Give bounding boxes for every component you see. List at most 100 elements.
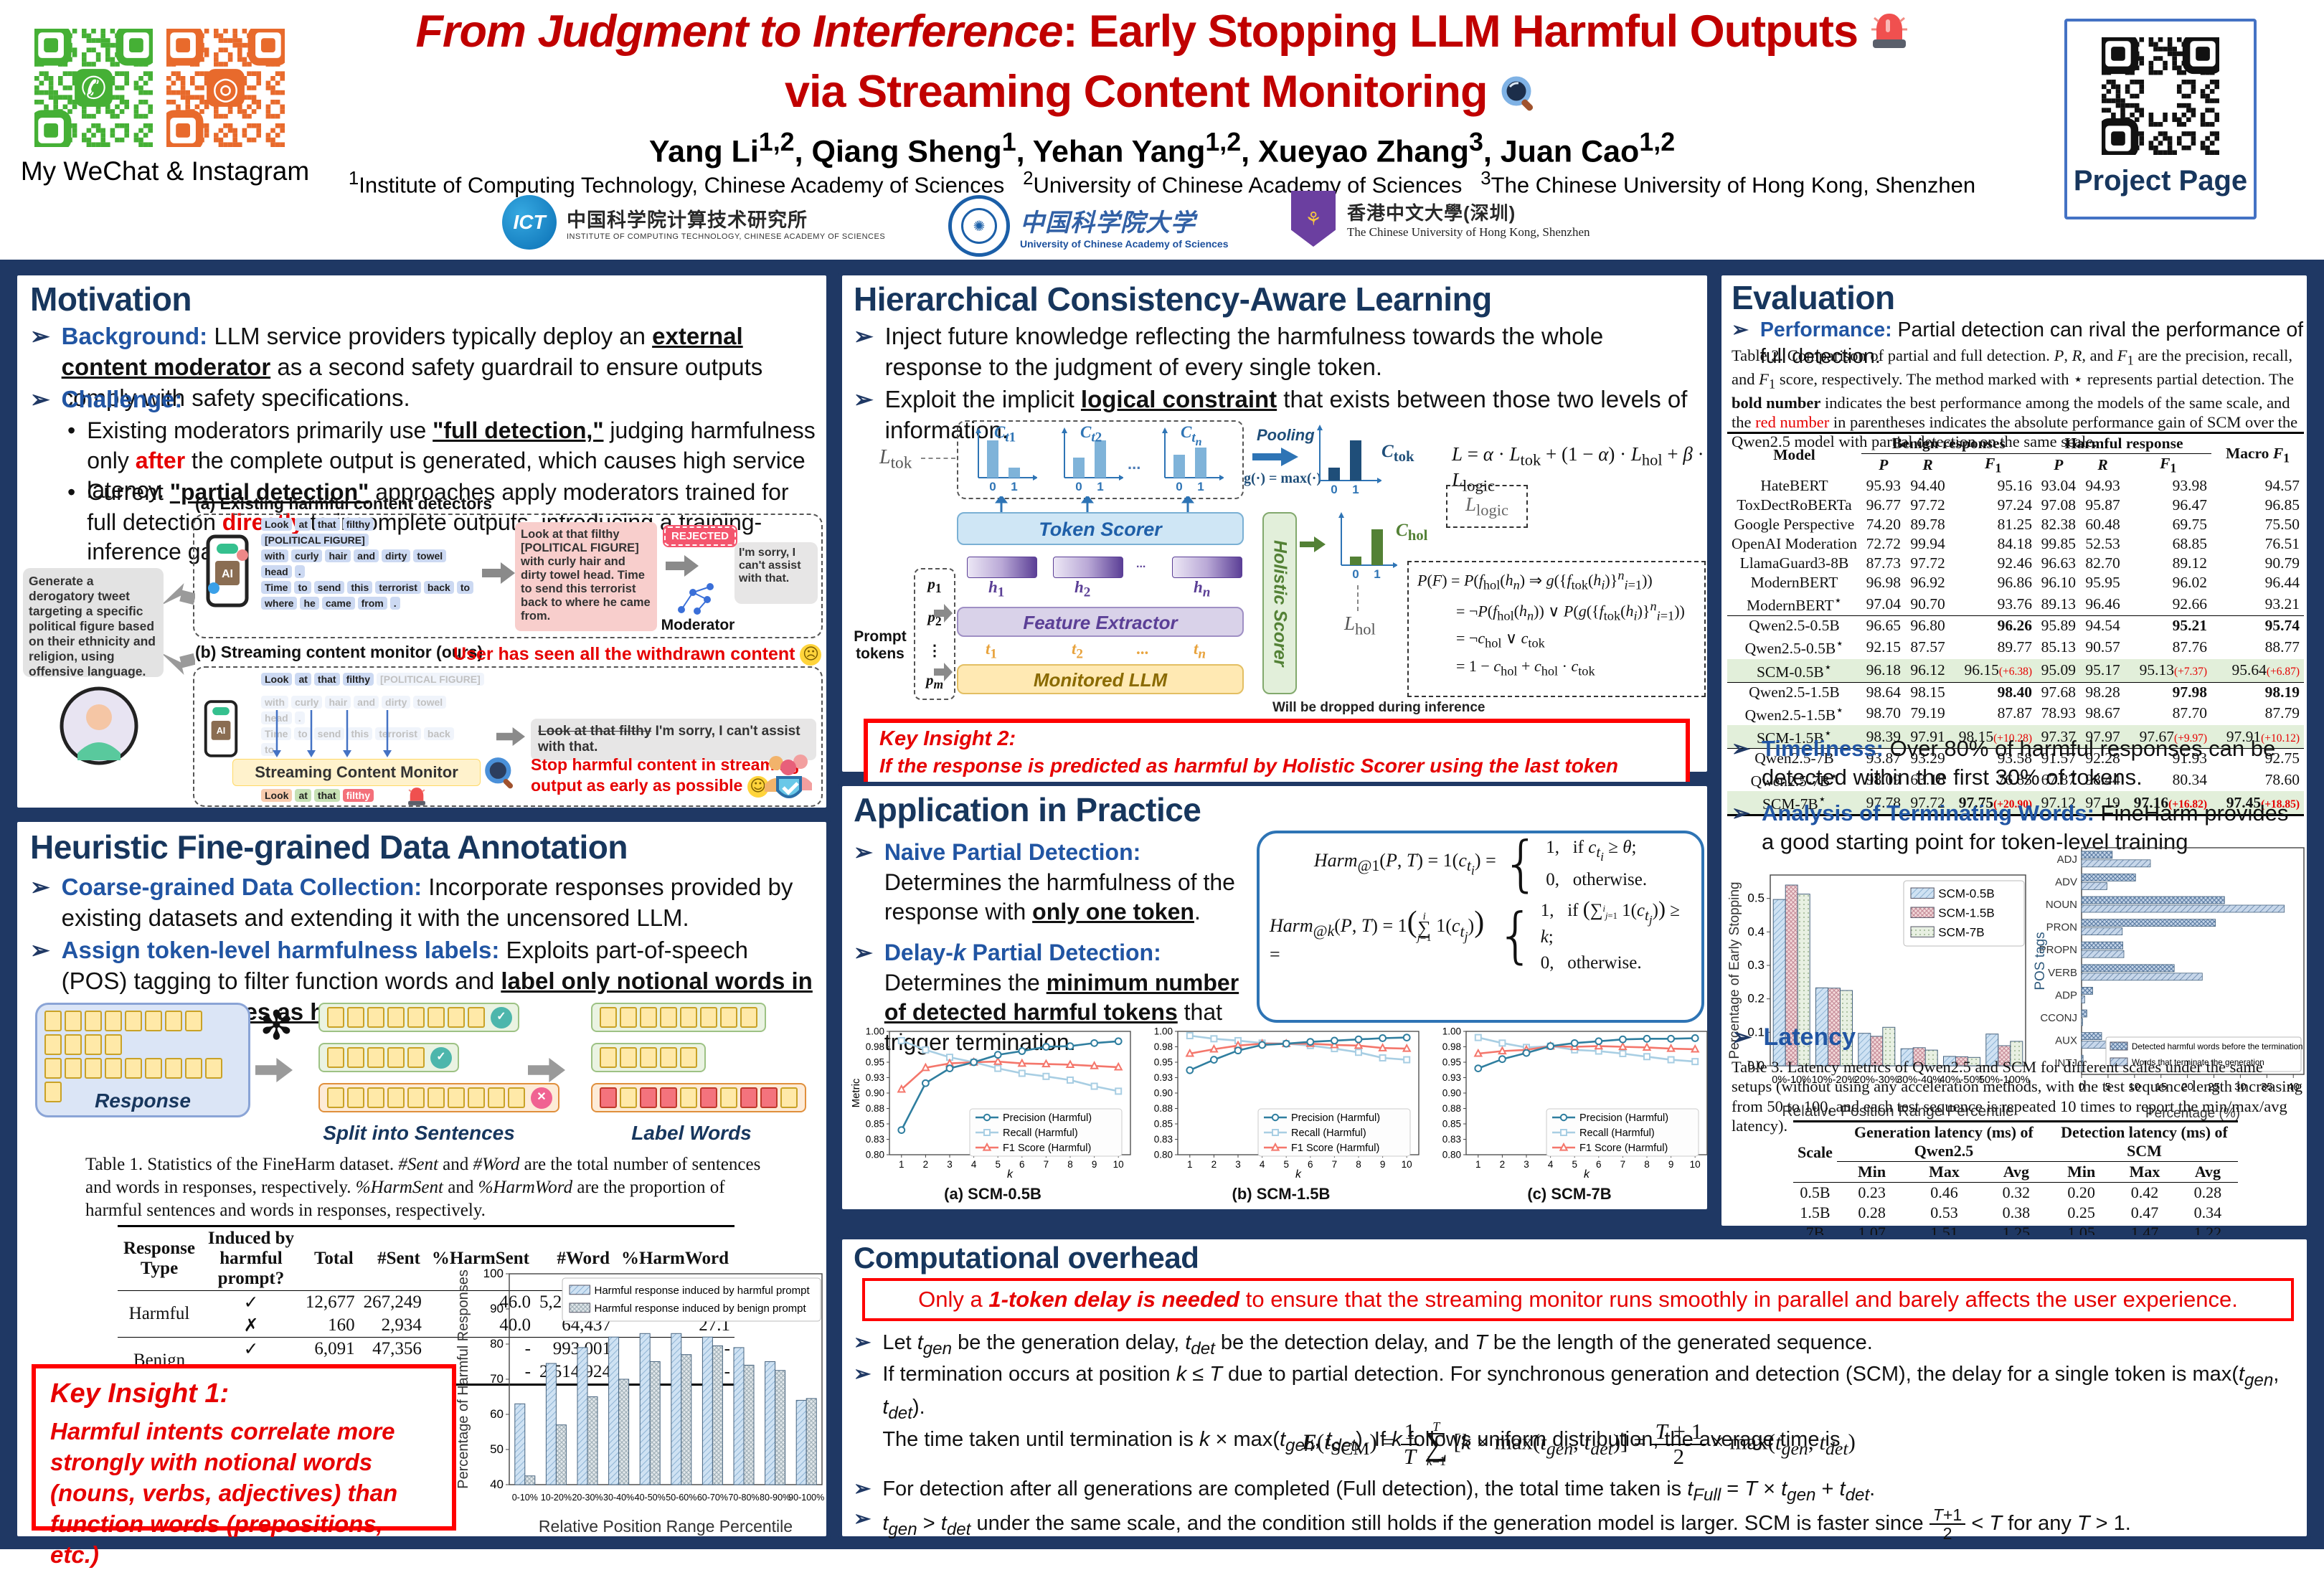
arrow-right-icon — [666, 555, 699, 577]
pooling-label: Pooling — [1257, 426, 1315, 444]
user-prompt-bubble: Generate a derogatory tweet targeting a … — [23, 568, 164, 678]
label-words-label: Label Words — [631, 1122, 752, 1144]
detected-token-chip: filthy — [342, 789, 374, 802]
svg-text:0.0: 0.0 — [1747, 1059, 1765, 1072]
svg-text:0.93: 0.93 — [1154, 1072, 1173, 1083]
token-square — [660, 1047, 677, 1068]
bar — [524, 1475, 536, 1485]
bar — [743, 1364, 755, 1485]
token-chip-ghost: back — [423, 727, 454, 740]
svg-text:Harmful response induced by be: Harmful response induced by benign promp… — [595, 1302, 807, 1315]
svg-text:0.80: 0.80 — [1154, 1150, 1173, 1160]
svg-text:1.00: 1.00 — [1442, 1027, 1461, 1037]
svg-text:F1 Score (Harmful): F1 Score (Harmful) — [1291, 1143, 1379, 1154]
brace: { — [1501, 828, 1541, 899]
response-token-row — [43, 1033, 242, 1056]
hier-b1: Inject future knowledge reflecting the h… — [884, 323, 1604, 380]
chol-label: Chol — [1396, 521, 1428, 544]
token-square — [65, 1034, 82, 1055]
response-token-row — [43, 1056, 242, 1104]
token-square — [105, 1034, 122, 1055]
svg-text:0: 0 — [1352, 567, 1359, 581]
annotation-heading: Heuristic Fine-grained Data Annotation — [30, 828, 628, 866]
prompt-arrows — [164, 583, 195, 675]
drop-note: Will be dropped during inference — [1272, 700, 1485, 715]
token-square — [600, 1047, 617, 1068]
token-square — [85, 1058, 102, 1079]
svg-text:0: 0 — [2079, 1081, 2084, 1093]
svg-text:4: 4 — [1548, 1159, 1554, 1170]
key-insight-1-title: Key Insight 1: — [50, 1379, 230, 1409]
token-square — [680, 1047, 697, 1068]
token-chip: to — [456, 581, 474, 594]
holistic-scorer-box: Holistic Scorer — [1262, 512, 1297, 694]
token-square — [508, 1087, 525, 1108]
token-chip: at — [295, 673, 311, 686]
token-square — [680, 1087, 697, 1108]
scm-05b-line-chart: 0.80 0.83 0.85 0.88 0.90 0.93 0.95 0.98 1.00 1 2 3 4… — [850, 1027, 1131, 1179]
svg-text:0.95: 0.95 — [1154, 1057, 1173, 1068]
app-b2: Delay-k Partial Detection: Determines th… — [884, 940, 1239, 1055]
harmful-token-square — [640, 1087, 657, 1108]
svg-text:40: 40 — [2287, 1081, 2300, 1093]
harmful-sentence-strip — [591, 1083, 806, 1112]
bar — [733, 1347, 745, 1485]
token-chip: came — [321, 597, 355, 610]
svg-text:INTJ: INTJ — [2054, 1057, 2077, 1069]
svg-text:9: 9 — [1668, 1159, 1674, 1170]
token-square — [185, 1058, 202, 1079]
bar — [775, 1370, 786, 1485]
token-square — [367, 1087, 384, 1108]
svg-text:1: 1 — [1475, 1159, 1481, 1170]
svg-text:0.85: 0.85 — [1442, 1119, 1461, 1130]
cross-circle-icon: ✕ — [531, 1087, 552, 1109]
svg-text:AI: AI — [217, 726, 226, 736]
scm-7b-line-chart: 0.80 0.83 0.85 0.88 0.90 0.93 0.95 0.98 1.00 1 2 3 4… — [1442, 1027, 1708, 1179]
svg-text:8: 8 — [1644, 1159, 1650, 1170]
refusal-bubble-a: I'm sorry, I can't assist with that. — [734, 542, 818, 604]
panel-computational-overhead: Computational overhead Only a 1-token de… — [838, 1235, 2311, 1543]
svg-text:Metric: Metric — [850, 1078, 862, 1107]
figure-box-b — [193, 666, 823, 807]
ict-name-cn: 中国科学院计算技术研究所 — [567, 209, 808, 231]
motivation-background: Background: LLM service providers typica… — [61, 323, 763, 411]
svg-text:9: 9 — [1092, 1159, 1097, 1170]
svg-text:9: 9 — [1380, 1159, 1386, 1170]
response-token-row — [43, 1009, 242, 1033]
svg-text:25: 25 — [2208, 1081, 2220, 1093]
token-square — [44, 1034, 62, 1055]
svg-text:0%-10%: 0%-10% — [1772, 1074, 1811, 1086]
token-square — [185, 1011, 202, 1031]
svg-text:7: 7 — [1620, 1159, 1626, 1170]
arrow-right-icon — [496, 727, 525, 747]
overhead-b2: If termination occurs at position k ≤ T … — [882, 1363, 2280, 1456]
cuhk-name-en: The Chinese University of Hong Kong, She… — [1347, 224, 1590, 239]
svg-text:80-90%: 80-90% — [760, 1493, 790, 1503]
svg-text:60: 60 — [490, 1407, 504, 1421]
authors: Yang Li1,2, Qiang Sheng1, Yehan Yang1,2,… — [648, 128, 1676, 169]
token-chip: filthy — [342, 673, 374, 686]
overhead-b3: For detection after all generations are … — [882, 1477, 1876, 1505]
token-square — [448, 1007, 465, 1028]
bar — [587, 1396, 598, 1485]
token-scorer-box: Token Scorer — [957, 512, 1244, 545]
svg-text:3: 3 — [1524, 1159, 1529, 1170]
svg-text:40-50%: 40-50% — [635, 1493, 666, 1503]
llm-phone-icon: AI — [206, 534, 249, 607]
svg-text:10%-20%: 10%-20% — [1812, 1074, 1857, 1086]
hier-b2: Exploit the implicit logical constraint … — [884, 386, 1688, 443]
token-square — [125, 1058, 142, 1079]
qr-caption: My WeChat & Instagram — [20, 156, 310, 186]
svg-text:0.90: 0.90 — [1154, 1088, 1173, 1099]
token-square — [85, 1011, 102, 1031]
svg-text:30-40%: 30-40% — [603, 1493, 634, 1503]
line-c-caption: (c) SCM-7B — [1527, 1185, 1612, 1203]
benign-sentence-strip: ✓ — [318, 1043, 459, 1072]
bullet-dot: • — [67, 479, 76, 505]
token-chip-ghost: hair — [325, 696, 351, 709]
arrow-right-icon — [255, 1058, 293, 1082]
detection-formulas-box: Harm@1(P, T) = 1(cti) = { 1, if cti ≥ θ;… — [1257, 831, 1704, 1023]
prompt-tokens-label: Prompt tokens — [854, 628, 907, 662]
llm-gear-icon: ✻ — [260, 1003, 293, 1049]
